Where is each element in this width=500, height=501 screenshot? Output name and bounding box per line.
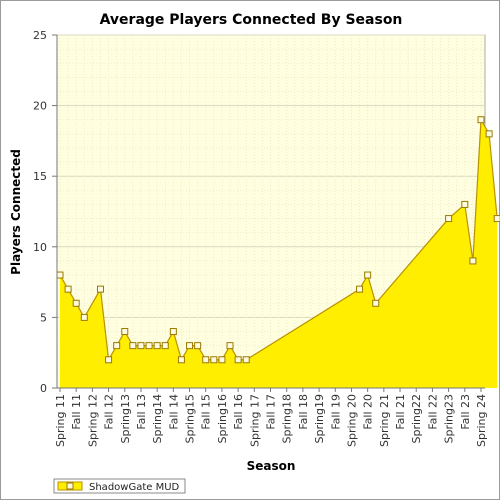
data-point xyxy=(64,285,72,293)
x-axis-title: Season xyxy=(247,459,296,473)
data-point xyxy=(493,215,500,223)
x-tick-label: Fall 17 xyxy=(265,394,278,430)
data-point xyxy=(210,356,218,364)
x-tick-label: Fall 12 xyxy=(103,394,116,430)
data-point xyxy=(194,342,202,350)
y-tick-label: 0 xyxy=(40,382,47,395)
series-markers xyxy=(56,116,500,364)
x-axis: Spring 11 Fall 11 Spring 12 Fall 12 Spring13… xyxy=(54,387,488,447)
data-point xyxy=(161,342,169,350)
x-tick-label: Spring 17 xyxy=(248,394,261,447)
data-point xyxy=(356,285,364,293)
x-tick-label: Spring15 xyxy=(184,394,197,444)
x-tick-label: Fall 16 xyxy=(232,394,245,430)
data-point xyxy=(364,271,372,279)
data-point xyxy=(105,356,113,364)
legend-box xyxy=(53,478,186,494)
x-tick-label: Spring 12 xyxy=(86,394,99,447)
data-point xyxy=(226,342,234,350)
data-point xyxy=(242,356,250,364)
data-point xyxy=(177,356,185,364)
series-area-fill xyxy=(60,119,498,388)
x-tick-label: Fall 13 xyxy=(135,394,148,430)
y-tick-label: 10 xyxy=(33,241,47,254)
data-point xyxy=(96,285,104,293)
data-point xyxy=(137,342,145,350)
x-tick-label: Spring 24 xyxy=(475,394,488,447)
legend-marker xyxy=(66,482,74,490)
y-tick-label: 20 xyxy=(33,100,47,113)
y-tick-label: 15 xyxy=(33,170,47,183)
data-point xyxy=(186,342,194,350)
y-axis-title: Players Connected xyxy=(9,149,23,275)
x-tick-label: Fall 22 xyxy=(426,394,439,430)
data-point xyxy=(80,313,88,321)
x-tick-label: Fall 20 xyxy=(362,394,375,430)
data-point xyxy=(153,342,161,350)
y-tick-label: 5 xyxy=(40,311,47,324)
data-point xyxy=(169,328,177,336)
x-tick-label: Spring 21 xyxy=(378,394,391,447)
chart-title: Average Players Connected By Season xyxy=(100,12,403,28)
data-point xyxy=(477,116,485,124)
data-point xyxy=(372,299,380,307)
x-tick-label: Spring23 xyxy=(443,394,456,444)
legend-label: ShadowGate MUD xyxy=(89,482,180,493)
data-point xyxy=(445,215,453,223)
data-point xyxy=(56,271,64,279)
x-tick-label: Spring16 xyxy=(216,394,229,444)
x-tick-label: Spring 11 xyxy=(54,394,67,447)
x-tick-label: Spring 20 xyxy=(345,394,358,447)
x-tick-label: Fall 14 xyxy=(167,394,180,430)
x-tick-label: Fall 15 xyxy=(200,394,213,430)
y-tick-label: 25 xyxy=(33,29,47,42)
legend: ShadowGate MUD xyxy=(53,478,186,494)
data-point xyxy=(218,356,226,364)
x-tick-label: Spring19 xyxy=(313,394,326,444)
x-tick-label: Spring13 xyxy=(119,394,132,444)
data-point xyxy=(461,200,469,208)
data-point xyxy=(129,342,137,350)
data-point xyxy=(469,257,477,265)
x-tick-label: Fall 21 xyxy=(394,394,407,430)
data-point xyxy=(202,356,210,364)
x-tick-label: Fall 11 xyxy=(70,394,83,430)
y-axis: 0 5 10 15 20 25 xyxy=(33,29,58,395)
data-point xyxy=(113,342,121,350)
x-tick-label: Spring22 xyxy=(410,394,423,444)
data-point xyxy=(485,130,493,138)
data-point xyxy=(72,299,80,307)
x-tick-label: Spring14 xyxy=(151,394,164,444)
data-point xyxy=(145,342,153,350)
data-point xyxy=(234,356,242,364)
x-tick-label: Fall 23 xyxy=(459,394,472,430)
x-tick-label: Fall 19 xyxy=(329,394,342,430)
data-point xyxy=(121,328,129,336)
x-tick-label: Spring18 xyxy=(281,394,294,444)
x-tick-label: Fall 18 xyxy=(297,394,310,430)
